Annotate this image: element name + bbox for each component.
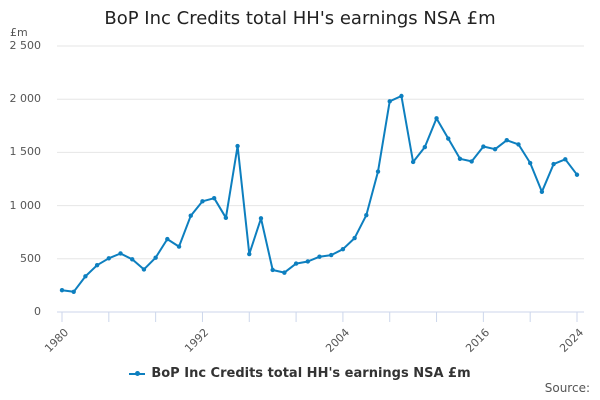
data-point[interactable] xyxy=(527,160,533,166)
source-label: Source: xyxy=(544,381,590,395)
y-axis-label: £m xyxy=(10,26,28,39)
legend-line-icon xyxy=(129,370,146,376)
data-point[interactable] xyxy=(270,267,275,273)
data-point[interactable] xyxy=(235,143,240,149)
data-point[interactable] xyxy=(282,270,287,275)
data-point[interactable] xyxy=(375,169,381,174)
y-tick-label: 1 500 xyxy=(9,145,42,159)
data-point[interactable] xyxy=(434,116,439,121)
data-point[interactable] xyxy=(141,267,147,272)
data-point[interactable] xyxy=(492,147,498,152)
legend-label: BoP Inc Credits total HH's earnings NSA … xyxy=(151,366,471,381)
data-point[interactable] xyxy=(153,255,158,260)
data-point[interactable] xyxy=(118,251,123,256)
y-tick-label: 0 xyxy=(34,305,41,318)
data-point[interactable] xyxy=(293,261,299,266)
data-point[interactable] xyxy=(422,144,428,150)
data-point[interactable] xyxy=(481,144,486,149)
data-point[interactable] xyxy=(130,257,135,262)
data-point[interactable] xyxy=(223,215,229,221)
series-line xyxy=(61,95,578,293)
data-point[interactable] xyxy=(188,213,193,218)
data-point[interactable] xyxy=(59,287,65,293)
y-tick-label: 2 000 xyxy=(9,92,42,106)
data-point[interactable] xyxy=(539,189,545,194)
data-point[interactable] xyxy=(340,247,346,252)
data-point[interactable] xyxy=(574,172,580,177)
data-point[interactable] xyxy=(504,137,509,143)
data-point[interactable] xyxy=(364,212,369,218)
y-tick-label: 1 000 xyxy=(9,198,42,212)
data-point[interactable] xyxy=(83,274,88,279)
data-point[interactable] xyxy=(200,199,205,204)
data-point[interactable] xyxy=(329,252,334,258)
data-point[interactable] xyxy=(176,244,182,249)
chart-title: BoP Inc Credits total HH's earnings NSA … xyxy=(104,8,496,29)
data-point[interactable] xyxy=(165,236,170,242)
data-point[interactable] xyxy=(352,235,357,241)
data-point[interactable] xyxy=(317,254,322,259)
data-point[interactable] xyxy=(446,136,451,141)
data-point[interactable] xyxy=(516,142,521,147)
y-tick-label: 2 500 xyxy=(9,39,42,52)
data-point[interactable] xyxy=(387,99,392,104)
data-point[interactable] xyxy=(469,159,474,164)
data-point[interactable] xyxy=(247,251,252,257)
data-point[interactable] xyxy=(211,195,217,201)
data-point[interactable] xyxy=(305,259,310,264)
data-point[interactable] xyxy=(94,262,100,268)
data-point[interactable] xyxy=(106,256,112,261)
data-point[interactable] xyxy=(410,159,416,165)
data-point[interactable] xyxy=(457,156,463,161)
data-point[interactable] xyxy=(258,216,264,221)
legend[interactable]: BoP Inc Credits total HH's earnings NSA … xyxy=(0,366,600,381)
data-point[interactable] xyxy=(71,289,76,294)
data-point[interactable] xyxy=(551,161,556,167)
y-tick-label: 500 xyxy=(20,251,41,265)
data-point[interactable] xyxy=(563,157,568,162)
data-point[interactable] xyxy=(399,93,404,99)
